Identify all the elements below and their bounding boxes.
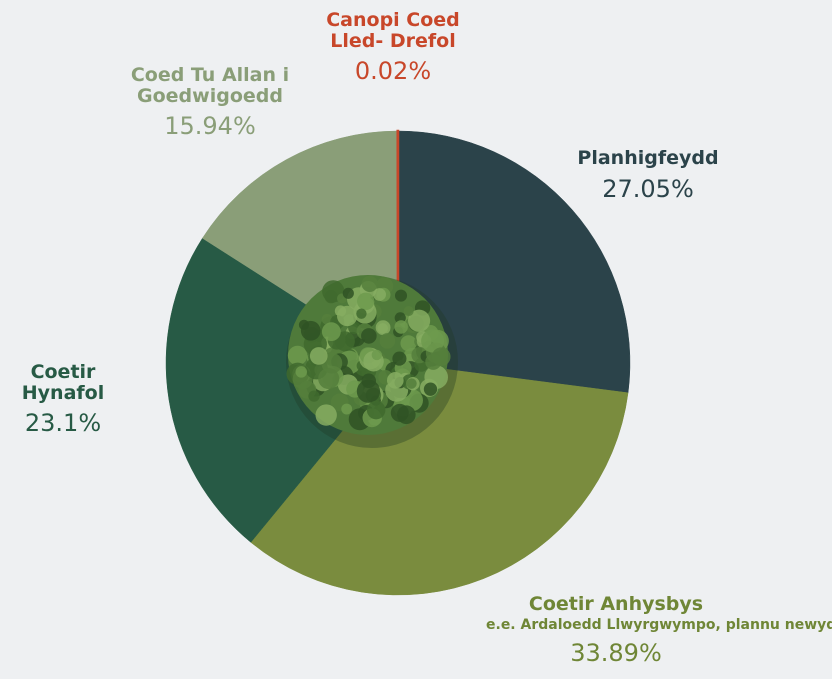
tree-leaf <box>361 328 377 344</box>
tree-leaf <box>406 378 417 389</box>
tree-leaf <box>315 404 337 426</box>
tree-leaf <box>386 372 404 389</box>
tree-leaf <box>394 289 408 302</box>
tree-leaf <box>321 322 341 342</box>
tree-leaf <box>300 320 321 341</box>
tree-leaf <box>392 351 407 366</box>
tree-leaf <box>356 308 367 319</box>
value-label: 33.89% <box>570 638 662 667</box>
tree-leaf <box>421 329 445 353</box>
tree-leaf <box>366 400 386 420</box>
slice-label: Planhigfeydd 27.05% <box>548 148 748 202</box>
tree-leaf <box>287 345 308 366</box>
tree-leaf <box>408 309 431 332</box>
tree-leaf <box>318 367 340 390</box>
tree-leaf <box>431 347 451 367</box>
tree-leaf <box>390 403 409 422</box>
tree-leaf <box>371 349 382 361</box>
tree-leaf <box>357 292 375 311</box>
pie-slice <box>397 130 631 394</box>
value-label: 23.1% <box>24 409 102 438</box>
tree-image <box>286 275 458 448</box>
tree-leaf <box>342 287 354 299</box>
tree-leaf <box>375 320 391 336</box>
category-name: Coed Tu Allan i Goedwigoedd <box>130 64 290 107</box>
tree-leaf <box>321 313 333 325</box>
pie-slice <box>165 237 399 543</box>
tree-leaf <box>400 335 417 352</box>
value-label: 0.02% <box>354 57 432 86</box>
slice-label: Coetir Hynafol 23.1% <box>13 362 113 437</box>
tree-leaf <box>403 305 414 317</box>
slice-label: Coetir Anhysbys e.e. Ardaloedd Llwyrgwymp… <box>486 593 832 667</box>
slice-label: Coed Tu Allan i Goedwigoedd 15.94% <box>115 65 305 140</box>
tree-leaf <box>423 382 438 396</box>
tree-leaf <box>341 403 353 415</box>
tree-leaf <box>295 366 308 378</box>
value-label: 15.94% <box>164 112 256 141</box>
tree-leaf <box>356 379 381 403</box>
tree-leaf <box>373 288 386 301</box>
annotation: e.e. Ardaloedd Llwyrgwympo, plannu newyd… <box>486 616 832 633</box>
category-name: Coetir Anhysbys <box>528 593 704 615</box>
slice-label: Canopi Coed Lled- Drefol 0.02% <box>313 10 473 85</box>
tree-leaf <box>336 305 358 327</box>
category-name: Planhigfeydd <box>577 147 719 169</box>
tree-leaf <box>308 390 320 402</box>
pie-slice <box>250 362 629 596</box>
tree-leaf <box>394 320 408 334</box>
value-label: 27.05% <box>602 174 694 203</box>
tree-leaf <box>361 275 378 293</box>
tree-leaf <box>379 333 396 349</box>
tree-leaf <box>309 347 328 365</box>
category-name: Coetir Hynafol <box>21 361 105 404</box>
category-name: Canopi Coed Lled- Drefol <box>326 9 460 52</box>
